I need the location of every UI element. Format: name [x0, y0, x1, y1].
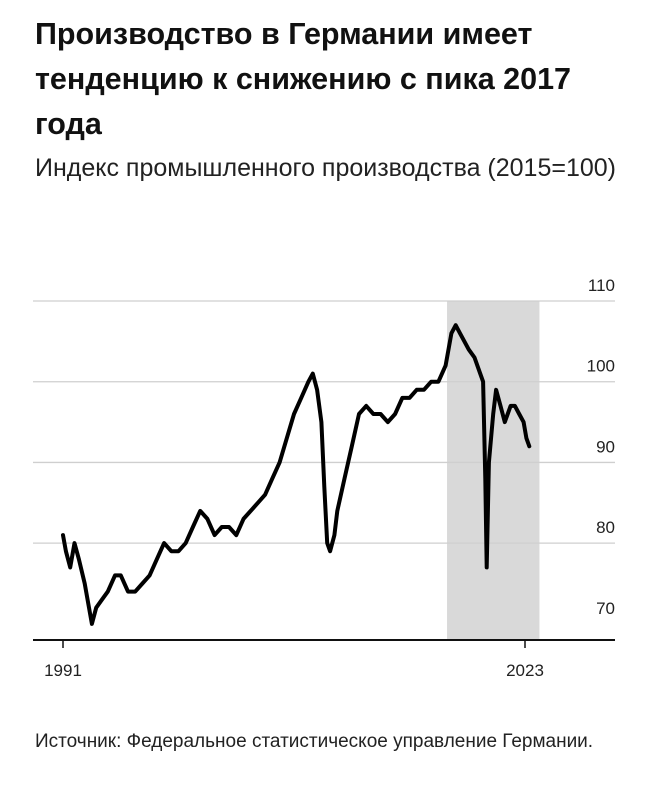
x-tick-label-1991: 1991 — [44, 661, 82, 680]
x-tick-label-2023: 2023 — [506, 661, 544, 680]
series-line — [61, 323, 532, 626]
x-tick-labels: 1991 2023 — [44, 661, 544, 680]
x-axis — [33, 639, 615, 648]
y-tick-labels: 70 80 90 100 110 — [587, 276, 615, 618]
chart-title: Производство в Германии имеет тенденцию … — [35, 17, 571, 141]
y-tick-label-110: 110 — [588, 276, 615, 295]
gridlines — [33, 300, 615, 544]
y-tick-label-80: 80 — [596, 518, 615, 537]
line-chart: 70 80 90 100 110 1991 2023 — [33, 276, 615, 680]
y-tick-label-90: 90 — [596, 437, 615, 456]
shaded-period-layer — [447, 301, 540, 640]
source-note: Источник: Федеральное статистическое упр… — [35, 731, 594, 752]
chart-subtitle: Индекс промышленного производства (2015=… — [35, 154, 617, 182]
y-tick-label-70: 70 — [596, 599, 615, 618]
shaded-period — [447, 301, 540, 640]
y-tick-label-100: 100 — [587, 357, 615, 376]
series-line-layer — [61, 323, 532, 626]
